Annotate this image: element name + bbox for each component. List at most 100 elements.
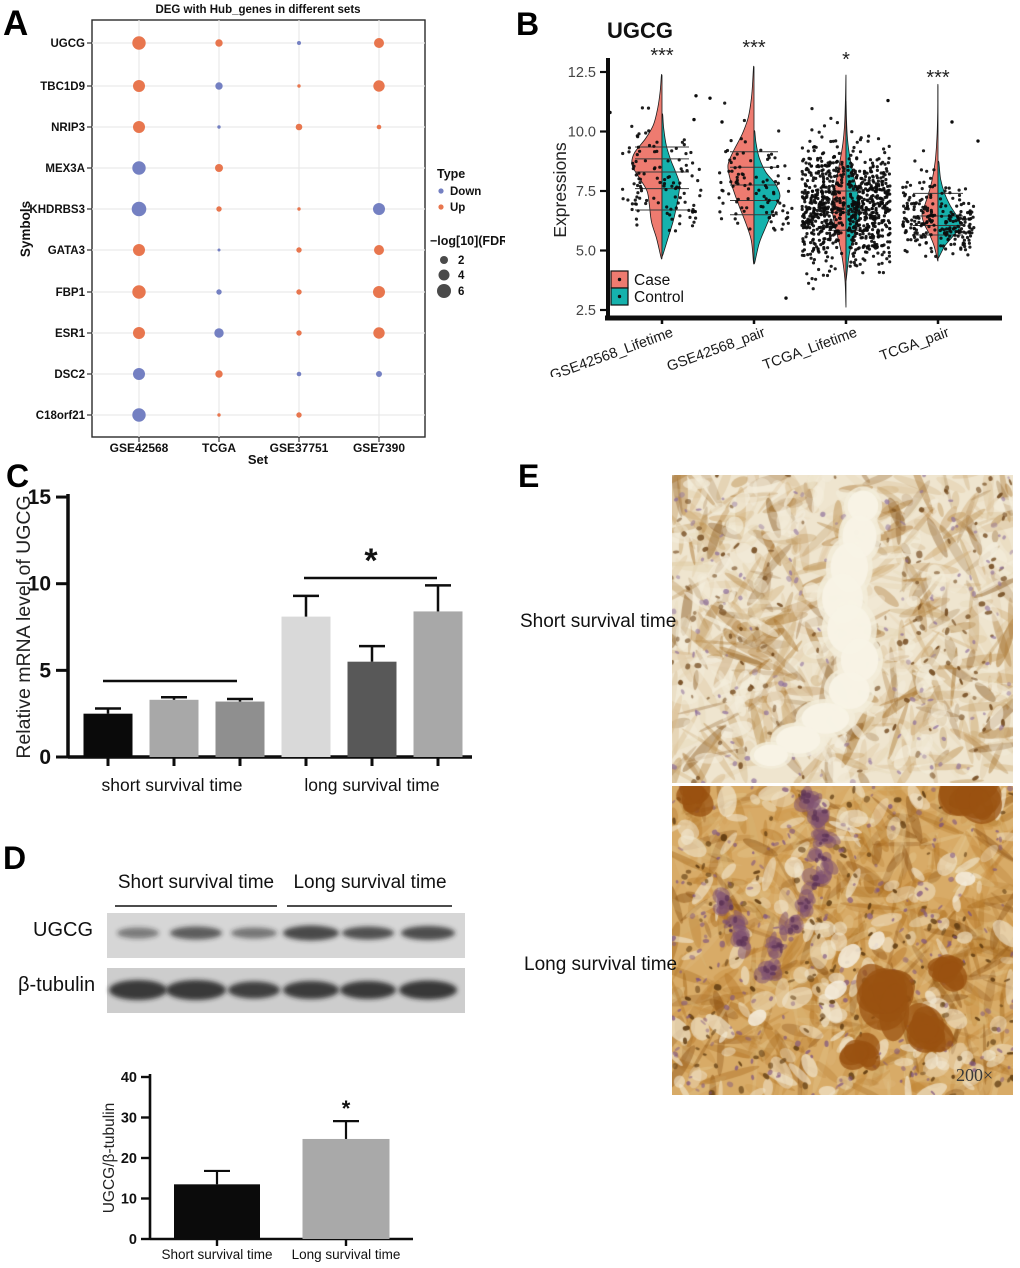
data-point [810, 189, 815, 193]
data-point [690, 174, 694, 178]
data-point [831, 161, 835, 165]
data-point [880, 253, 884, 257]
data-point [929, 195, 933, 199]
data-point [884, 167, 889, 171]
data-point [676, 201, 680, 205]
data-point [865, 181, 870, 185]
data-point [677, 158, 681, 162]
data-point [749, 159, 753, 163]
data-point [863, 178, 867, 182]
data-point [861, 191, 865, 195]
outlier-point [708, 96, 712, 100]
data-point [856, 247, 860, 251]
data-point [692, 209, 696, 213]
data-point [959, 247, 963, 251]
data-point [841, 210, 845, 215]
data-point [733, 166, 737, 170]
data-point [667, 175, 672, 179]
data-point [849, 171, 853, 175]
data-point [810, 222, 814, 226]
data-point [810, 107, 814, 111]
ugcg-band [342, 926, 394, 940]
data-point [947, 227, 951, 231]
data-point [958, 213, 962, 217]
data-point [764, 197, 768, 201]
data-point [832, 215, 837, 219]
data-point [816, 191, 820, 195]
data-point [955, 214, 959, 218]
data-point [909, 222, 913, 226]
deg-dot [376, 124, 382, 130]
legend-down-dot [438, 188, 444, 194]
data-point [881, 179, 885, 183]
data-point [761, 180, 765, 184]
data-point [772, 192, 776, 196]
data-point [812, 241, 816, 245]
ihc-long-survival-label: Long survival time [524, 954, 678, 975]
data-point [931, 202, 935, 206]
data-point [881, 244, 885, 248]
data-point [805, 208, 809, 212]
deg-dot [133, 244, 145, 256]
data-point [858, 228, 862, 233]
data-point [819, 243, 823, 247]
data-point [925, 209, 930, 213]
data-point [847, 174, 851, 178]
data-point [812, 176, 816, 180]
panel-e-letter: E [518, 458, 540, 494]
data-point [736, 221, 740, 225]
data-point [862, 224, 866, 228]
data-point [805, 272, 809, 276]
data-point [942, 228, 946, 232]
deg-dot [132, 36, 146, 50]
data-point [807, 222, 811, 226]
data-point [835, 196, 839, 200]
data-point [940, 214, 944, 218]
bar [83, 713, 133, 757]
x-tick-label: TCGA_Lifetime [761, 325, 860, 374]
data-point [932, 168, 936, 172]
data-point [680, 140, 685, 144]
data-point [924, 254, 928, 258]
data-point [822, 208, 826, 212]
x-category-label: Long survival time [292, 1247, 401, 1262]
data-point [829, 264, 833, 268]
data-point [806, 217, 810, 221]
data-point [673, 229, 678, 233]
data-point [853, 171, 857, 175]
set-label: TCGA [202, 441, 236, 455]
data-point [871, 165, 875, 169]
data-point [841, 203, 845, 207]
data-point [807, 281, 811, 285]
data-point [863, 215, 867, 219]
data-point [765, 186, 769, 190]
data-point [930, 185, 935, 189]
data-point [870, 161, 875, 165]
bar [174, 1184, 260, 1239]
legend-fdr-title: −log[10](FDR) [430, 234, 505, 248]
outlier-point [976, 139, 980, 143]
data-point [833, 189, 837, 194]
y-tick-label: 40 [121, 1070, 137, 1086]
data-point [834, 223, 838, 227]
data-point [868, 200, 872, 205]
data-point [924, 241, 928, 245]
data-point [742, 118, 747, 123]
data-point [944, 247, 948, 251]
data-point [952, 242, 957, 246]
data-point [945, 227, 949, 231]
data-point [848, 245, 852, 249]
data-point [885, 169, 889, 173]
data-point [851, 187, 856, 191]
data-point [914, 228, 919, 232]
data-point [735, 178, 739, 182]
outlier-point [608, 110, 612, 115]
data-point [946, 238, 950, 242]
data-point [732, 156, 737, 160]
data-point [776, 199, 780, 203]
data-point [949, 230, 953, 234]
data-point [774, 211, 778, 215]
group-label-long: long survival time [304, 775, 439, 795]
outlier-point [720, 120, 724, 124]
data-point [867, 232, 871, 236]
